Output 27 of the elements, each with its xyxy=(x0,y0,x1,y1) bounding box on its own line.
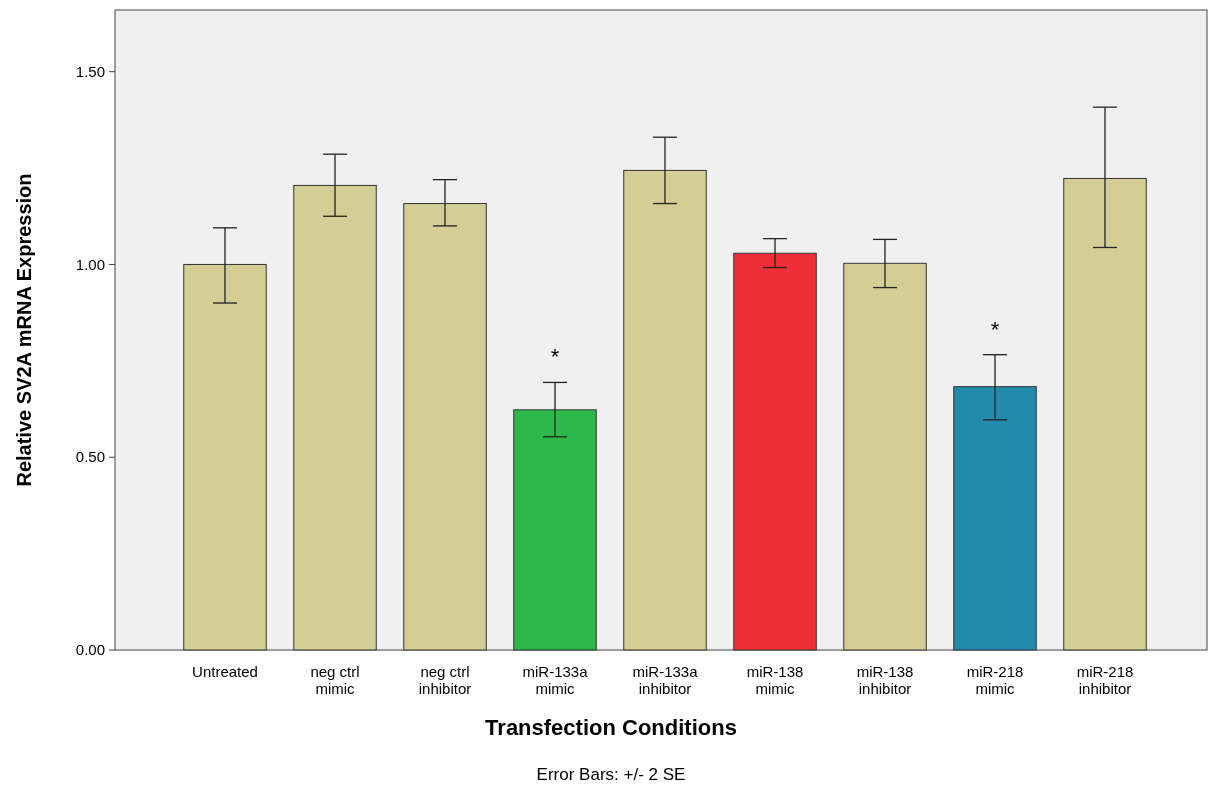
bar xyxy=(403,203,487,651)
bar xyxy=(623,169,707,651)
text: Error Bars: +/- 2 SE xyxy=(536,765,686,784)
bar xyxy=(953,386,1037,651)
x-tick-label: Untreated xyxy=(192,663,258,680)
x-tick-label: neg ctrl mimic xyxy=(310,663,360,697)
x-tick-label: miR-138 inhibitor xyxy=(856,663,914,697)
y-tick-label: 1.00 xyxy=(75,255,105,273)
bar xyxy=(1063,177,1147,651)
y-tick-label: 0.00 xyxy=(75,641,105,659)
bar xyxy=(843,262,927,651)
x-axis-title: Transfection Conditions xyxy=(485,715,737,740)
x-tick-label: miR-218 inhibitor xyxy=(1076,663,1134,697)
x-tick-label: miR-133a mimic xyxy=(522,663,589,697)
x-tick-label: miR-138 mimic xyxy=(746,663,804,697)
y-tick-label: 1.50 xyxy=(75,62,105,80)
x-tick-label: miR-133a inhibitor xyxy=(632,663,699,697)
bar xyxy=(183,263,267,651)
y-axis-title: Relative SV2A mRNA Expression xyxy=(13,173,35,487)
bar xyxy=(513,409,597,651)
bar xyxy=(733,252,817,651)
x-tick-label: miR-218 mimic xyxy=(966,663,1024,697)
bar xyxy=(293,184,377,651)
annotation: * xyxy=(990,316,1000,342)
annotation: * xyxy=(550,344,560,370)
y-tick-label: 0.50 xyxy=(75,448,105,466)
x-tick-label: neg ctrl inhibitor xyxy=(418,663,472,697)
